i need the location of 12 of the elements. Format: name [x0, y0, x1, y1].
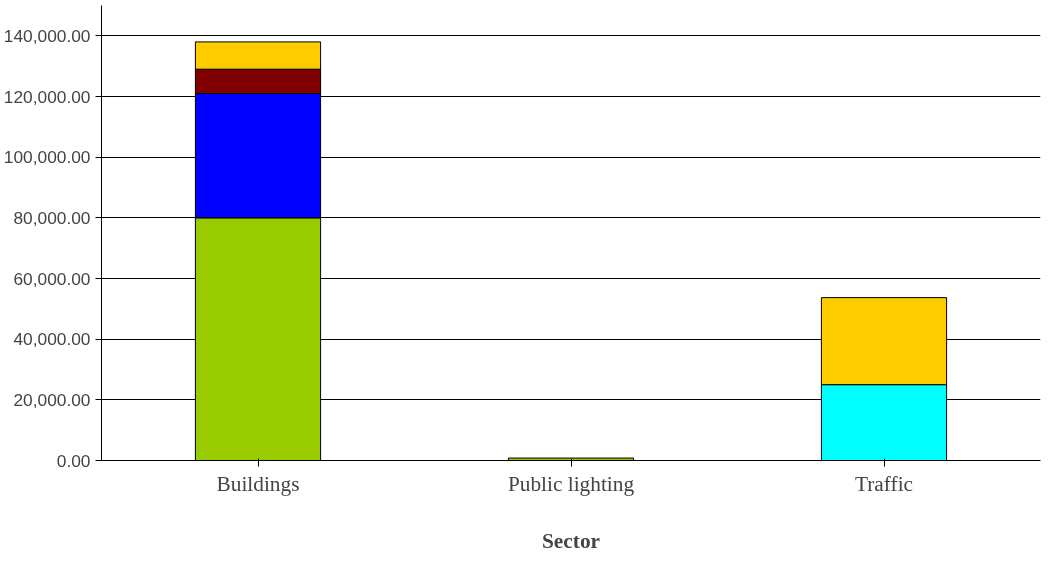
y-tick-label: 20,000.00: [13, 389, 91, 410]
x-tick-label: Public lighting: [507, 471, 635, 496]
y-tick-label: 100,000.00: [3, 147, 91, 168]
x-tick-label: Traffic: [854, 471, 914, 496]
y-tick-label: 40,000.00: [13, 329, 91, 350]
x-axis-title: Sector: [541, 528, 601, 553]
y-tick-label: 140,000.00: [3, 25, 91, 46]
y-tick-label: 120,000.00: [3, 86, 91, 107]
y-tick-label: 0.00: [56, 450, 91, 471]
x-tick-label: Buildings: [216, 471, 300, 496]
y-tick-label: 80,000.00: [13, 207, 91, 228]
y-tick-label: 60,000.00: [13, 268, 91, 289]
